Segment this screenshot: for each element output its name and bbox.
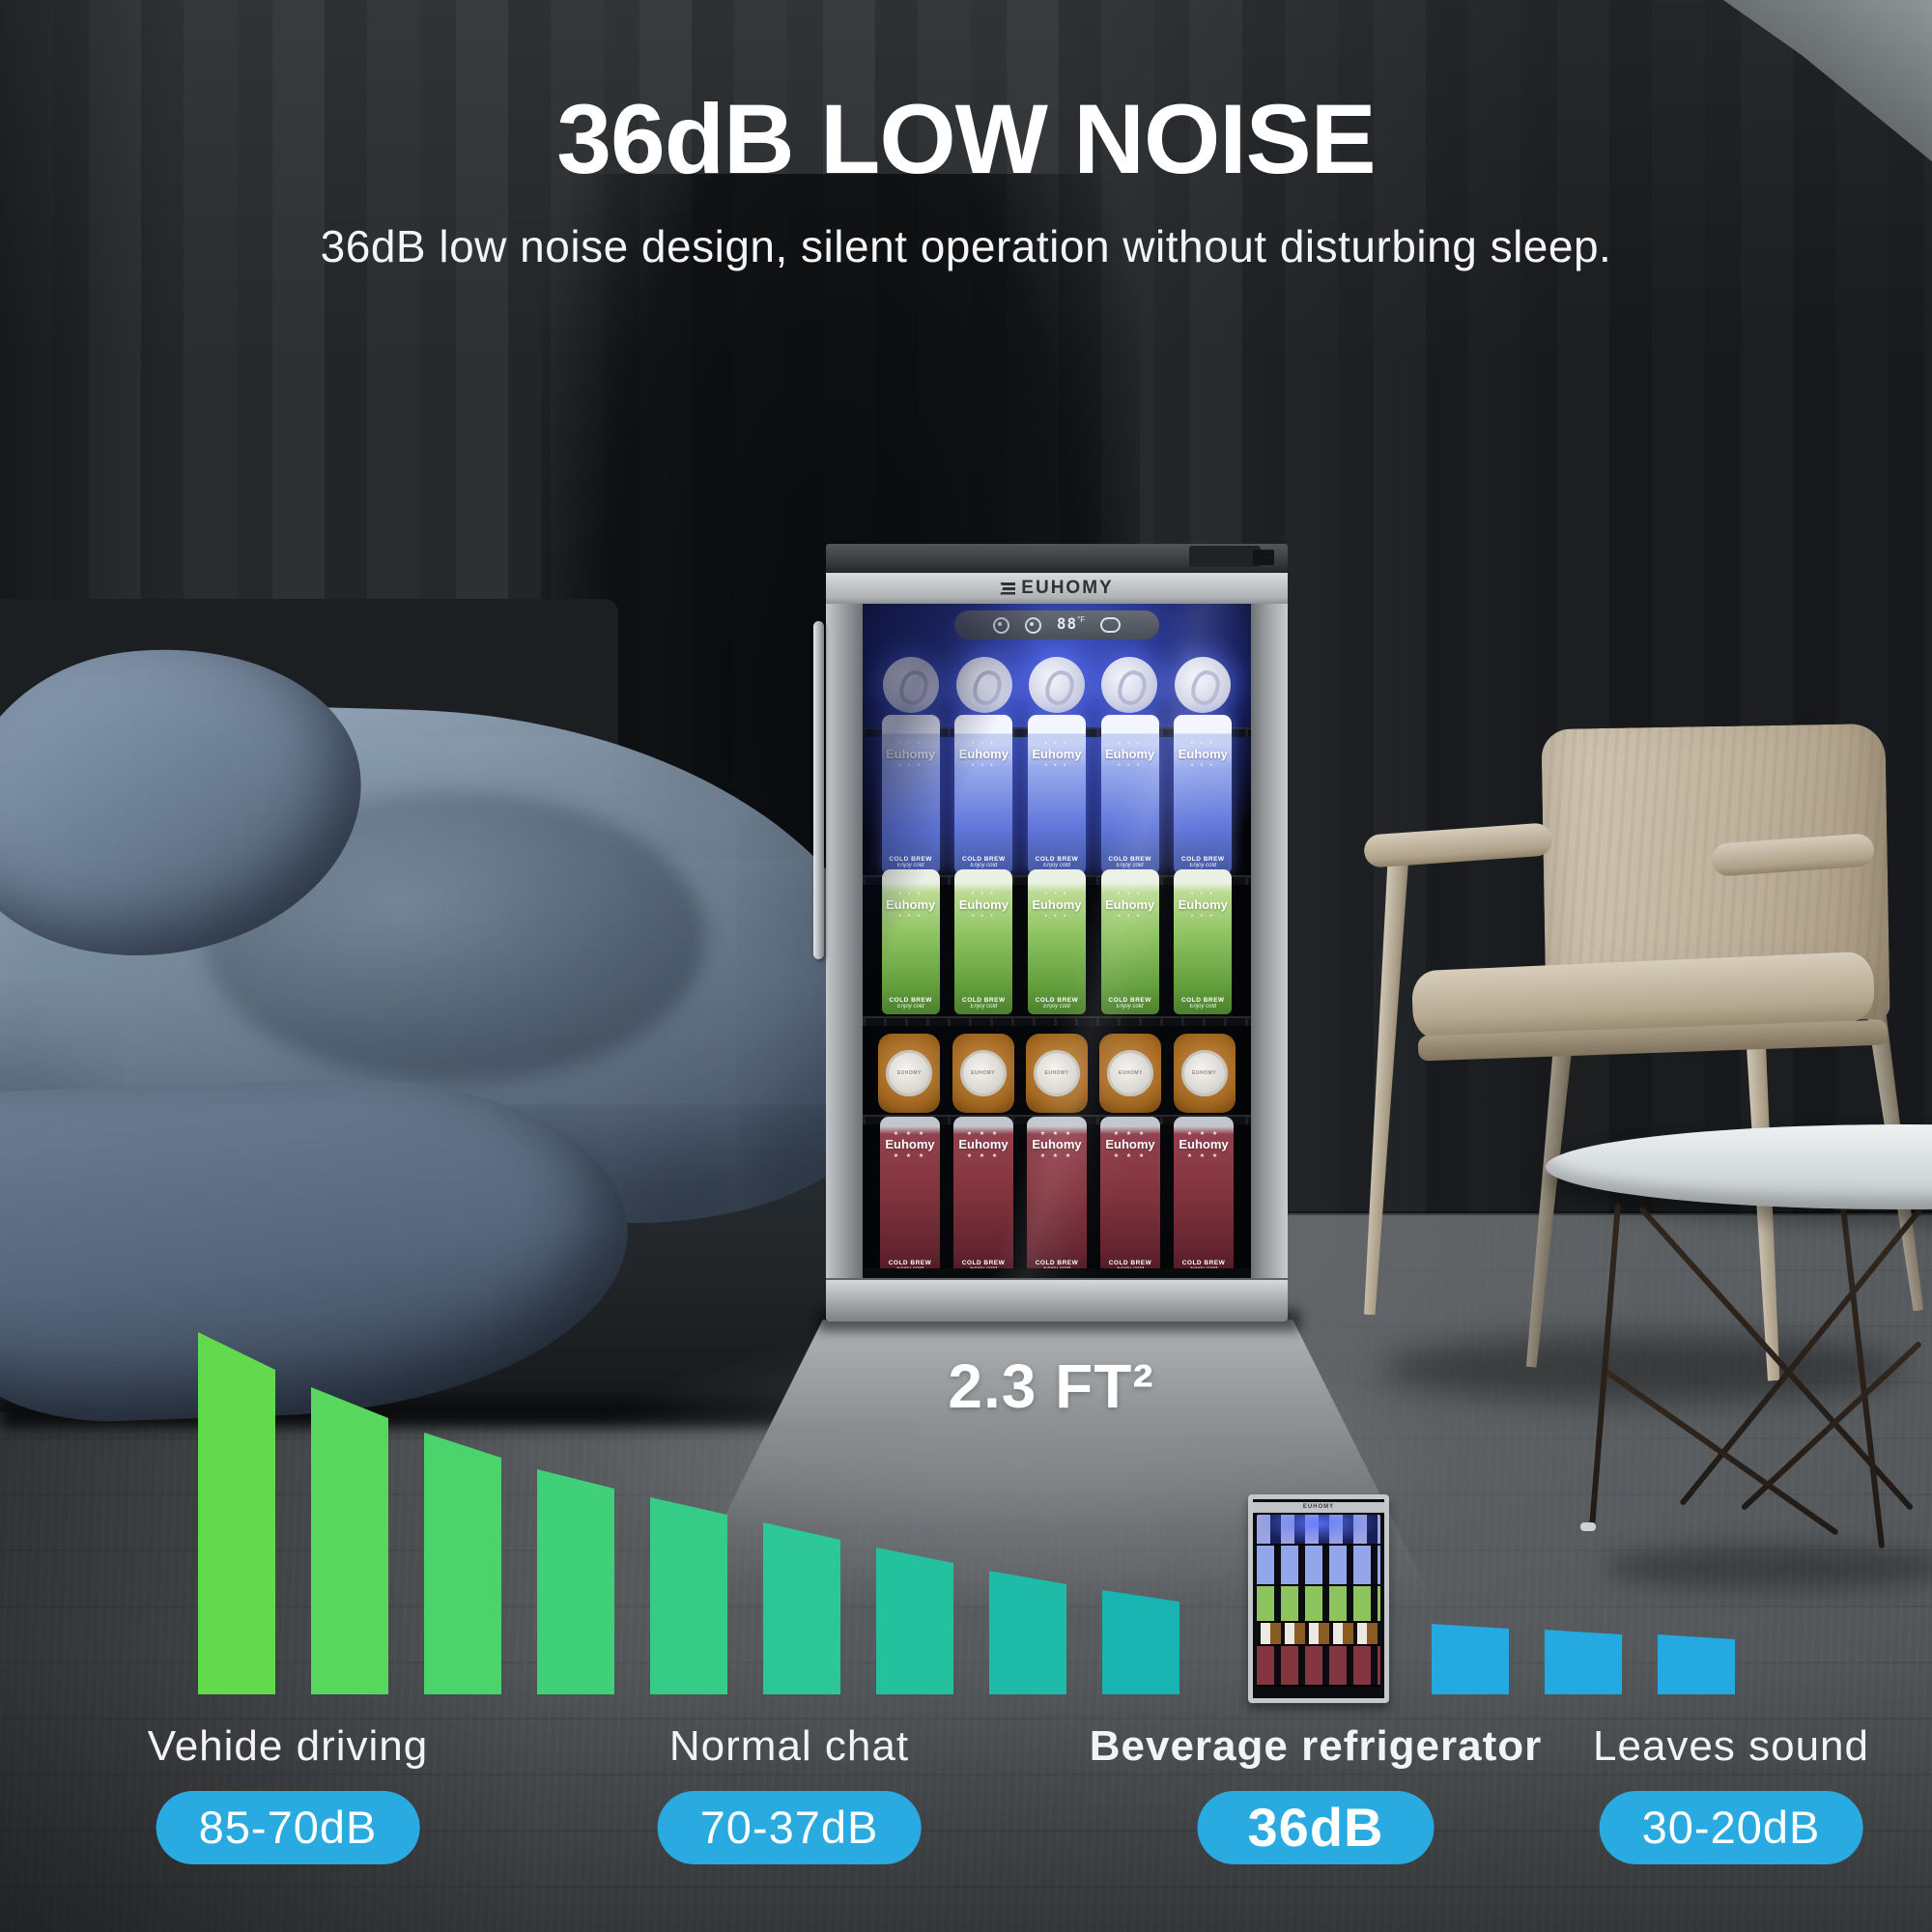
shelf-row-amber-bottles: EUHOMY EUHOMY EUHOMY EUHOMY EUHOMY bbox=[863, 1028, 1251, 1113]
can-top-lid bbox=[1174, 657, 1231, 713]
noise-bar bbox=[198, 1332, 275, 1694]
light-button-icon bbox=[1024, 616, 1041, 634]
db-range-badge: 36dB bbox=[1197, 1791, 1435, 1864]
blue-can: • • • Euhomy • • • COLD BREW Enjoy cold bbox=[954, 715, 1013, 873]
temperature-display: 88 bbox=[1056, 614, 1078, 633]
shelf-row-green-cans: • • • Euhomy • • • COLD BREW Enjoy cold • • •… bbox=[863, 869, 1251, 1014]
green-can: • • • Euhomy • • • COLD BREW Enjoy cold bbox=[954, 869, 1013, 1014]
db-range-badge: 30-20dB bbox=[1599, 1791, 1863, 1864]
fridge-frame-left bbox=[826, 604, 863, 1280]
amber-bottle: EUHOMY bbox=[952, 1034, 1014, 1113]
amber-bottle: EUHOMY bbox=[1099, 1034, 1162, 1113]
fridge-bottom-frame bbox=[826, 1278, 1288, 1321]
fridge-frame-right bbox=[1251, 604, 1288, 1280]
blue-can: • • • Euhomy • • • COLD BREW Enjoy cold bbox=[881, 715, 940, 873]
mini-fridge-marker: EUHOMY bbox=[1248, 1494, 1389, 1703]
amber-bottle: EUHOMY bbox=[878, 1034, 941, 1113]
db-range-badge: 70-37dB bbox=[657, 1791, 922, 1864]
table-foot-cap bbox=[1580, 1522, 1596, 1531]
mini-shelf-amber-bottles bbox=[1257, 1623, 1380, 1646]
mini-shelf-green-cans bbox=[1257, 1586, 1380, 1623]
green-can: • • • Euhomy • • • COLD BREW Enjoy cold bbox=[1174, 869, 1233, 1014]
headline-subtitle: 36dB low noise design, silent operation … bbox=[320, 221, 1612, 271]
can-top-lid bbox=[1028, 657, 1085, 713]
mini-fridge-logo: EUHOMY bbox=[1253, 1502, 1384, 1513]
noise-bar bbox=[1432, 1624, 1509, 1694]
shelf-row-blue-cans: • • • Euhomy • • • COLD BREW Enjoy cold • • •… bbox=[863, 715, 1251, 873]
noise-bar bbox=[763, 1522, 840, 1694]
euhomy-logo-icon bbox=[1000, 582, 1016, 595]
blue-can: • • • Euhomy • • • COLD BREW Enjoy cold bbox=[1100, 715, 1159, 873]
power-button-icon bbox=[992, 616, 1009, 634]
can-top-lid bbox=[1101, 657, 1158, 713]
noise-source-label: Leaves sound bbox=[1593, 1722, 1869, 1770]
green-can: • • • Euhomy • • • COLD BREW Enjoy cold bbox=[1027, 869, 1086, 1014]
noise-bar bbox=[311, 1387, 388, 1694]
blue-can: • • • Euhomy • • • COLD BREW Enjoy cold bbox=[1027, 715, 1086, 873]
door-hinge bbox=[1189, 546, 1261, 567]
amber-bottle: EUHOMY bbox=[1173, 1034, 1236, 1113]
green-can: • • • Euhomy • • • COLD BREW Enjoy cold bbox=[1100, 869, 1159, 1014]
green-can: • • • Euhomy • • • COLD BREW Enjoy cold bbox=[881, 869, 940, 1014]
noise-bar bbox=[1545, 1630, 1622, 1694]
noise-bar bbox=[989, 1571, 1066, 1694]
door-hinge-cap bbox=[1253, 550, 1274, 565]
control-panel: 88°F bbox=[954, 611, 1159, 639]
table-shadow bbox=[1604, 1546, 1932, 1590]
mini-shelf-blue-cans bbox=[1257, 1546, 1380, 1586]
can-top-lid bbox=[955, 657, 1012, 713]
beverage-refrigerator: EUHOMY 88°F • • • Euhomy • • • COLD BREW Enj… bbox=[813, 544, 1288, 1321]
brand-name: EUHOMY bbox=[1021, 578, 1114, 598]
noise-bar bbox=[650, 1497, 727, 1694]
blue-can: • • • Euhomy • • • COLD BREW Enjoy cold bbox=[1174, 715, 1233, 873]
fridge-logo-band: EUHOMY bbox=[826, 573, 1288, 604]
mini-shelf-can-tops bbox=[1257, 1515, 1380, 1546]
noise-bar bbox=[424, 1433, 501, 1694]
headline-title: 36dB LOW NOISE bbox=[556, 84, 1376, 194]
noise-bar bbox=[1658, 1634, 1735, 1694]
footprint-area-label: 2.3 FT² bbox=[948, 1351, 1154, 1421]
door-handle bbox=[813, 621, 824, 959]
fridge-glass-interior: 88°F • • • Euhomy • • • COLD BREW Enjoy cold… bbox=[863, 604, 1251, 1280]
wire-shelf bbox=[863, 1016, 1251, 1026]
chair-shadow bbox=[1381, 1335, 1903, 1403]
noise-source-label: Normal chat bbox=[668, 1722, 910, 1770]
wall-floor-junction bbox=[1092, 1211, 1932, 1215]
settings-button-icon bbox=[1100, 617, 1122, 633]
can-top-lid bbox=[883, 657, 940, 713]
noise-bar bbox=[537, 1469, 614, 1694]
db-range-badge: 85-70dB bbox=[156, 1791, 420, 1864]
noise-bar bbox=[1102, 1590, 1179, 1694]
noise-bar bbox=[876, 1548, 953, 1694]
mini-shelf-red-cans bbox=[1257, 1646, 1380, 1687]
noise-source-label: Beverage refrigerator bbox=[1089, 1722, 1543, 1770]
amber-bottle: EUHOMY bbox=[1025, 1034, 1088, 1113]
euhomy-logo: EUHOMY bbox=[1000, 578, 1113, 599]
noise-source-label: Vehide driving bbox=[147, 1722, 429, 1770]
temperature-unit: °F bbox=[1077, 615, 1086, 624]
